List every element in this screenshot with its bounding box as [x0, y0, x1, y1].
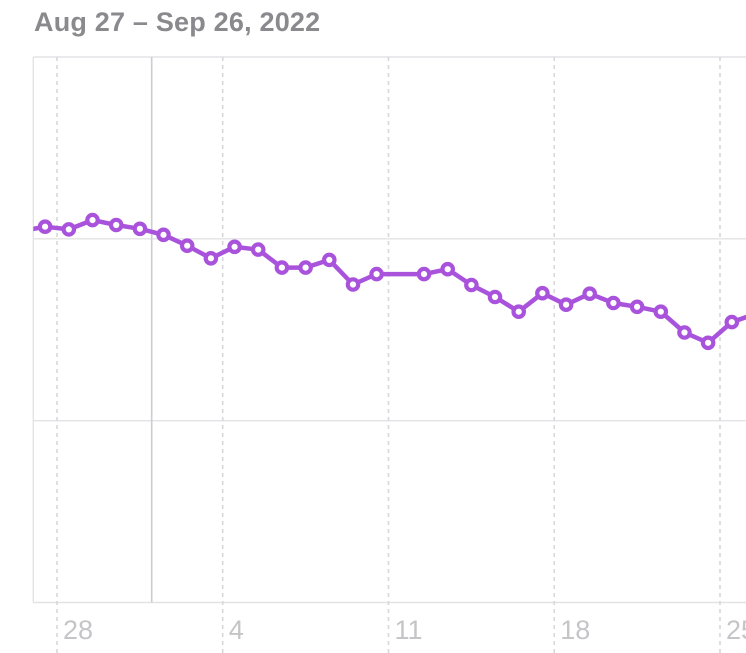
data-point-marker[interactable]: [511, 304, 526, 319]
x-axis-label: 18: [560, 615, 591, 645]
data-point-marker[interactable]: [321, 252, 337, 268]
chart-date-range-title: Aug 27 – Sep 26, 2022: [34, 7, 321, 37]
data-point-marker[interactable]: [535, 285, 550, 301]
data-point-marker[interactable]: [677, 325, 692, 340]
data-point-marker[interactable]: [61, 222, 77, 237]
data-point-marker[interactable]: [132, 221, 148, 237]
data-point-marker[interactable]: [85, 212, 100, 228]
data-point-marker[interactable]: [487, 289, 503, 305]
x-axis-label: 11: [394, 615, 423, 645]
data-point-marker[interactable]: [203, 250, 219, 266]
data-point-marker[interactable]: [274, 260, 290, 275]
data-point-marker[interactable]: [416, 266, 432, 282]
data-point-marker[interactable]: [653, 304, 669, 319]
data-point-marker[interactable]: [724, 314, 740, 330]
data-point-marker[interactable]: [156, 227, 171, 243]
data-point-marker[interactable]: [250, 242, 266, 257]
data-point-marker[interactable]: [369, 266, 384, 282]
data-point-marker[interactable]: [440, 261, 455, 277]
data-series[interactable]: [16, 212, 746, 351]
data-point-marker[interactable]: [108, 217, 124, 233]
data-point-marker[interactable]: [558, 297, 574, 312]
x-axis-label: 4: [228, 615, 244, 645]
data-point-marker[interactable]: [227, 239, 242, 255]
data-point-marker[interactable]: [629, 299, 645, 315]
x-axis-label: 28: [63, 615, 94, 645]
x-axis-label: 25: [726, 615, 746, 645]
data-point-marker[interactable]: [179, 238, 195, 253]
data-point-marker[interactable]: [700, 335, 716, 351]
data-point-marker[interactable]: [582, 286, 597, 301]
data-point-marker[interactable]: [16, 226, 26, 236]
data-point-marker[interactable]: [345, 277, 361, 292]
data-point-marker[interactable]: [37, 219, 53, 234]
data-point-marker[interactable]: [464, 277, 479, 293]
data-point-marker[interactable]: [298, 260, 313, 275]
data-point-marker[interactable]: [606, 295, 621, 311]
